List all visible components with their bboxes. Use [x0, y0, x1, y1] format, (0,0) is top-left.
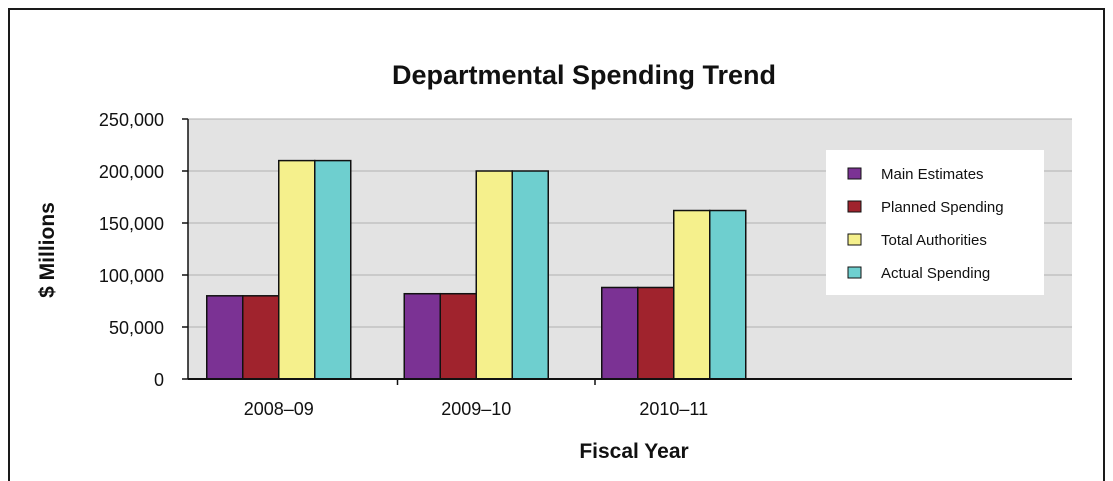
bar — [242, 295, 280, 380]
bar — [475, 170, 513, 380]
legend: Main Estimates Planned Spending Total Auth… — [826, 150, 1044, 295]
bar — [206, 295, 244, 380]
x-tick-label: 2009–10 — [441, 399, 511, 419]
legend-label: Planned Spending — [881, 199, 1004, 216]
y-axis-ticks: 0 50,000 100,000 150,000 200,000 250,000 — [99, 110, 188, 390]
chart-title: Departmental Spending Trend — [392, 60, 776, 90]
y-tick-label: 100,000 — [99, 266, 164, 286]
bar — [403, 292, 441, 380]
legend-swatch — [847, 200, 862, 213]
legend-box — [826, 150, 1044, 295]
bar — [511, 170, 549, 380]
bar — [637, 286, 675, 380]
legend-swatch — [847, 167, 862, 180]
y-tick-label: 0 — [154, 370, 164, 390]
y-tick-label: 50,000 — [109, 318, 164, 338]
y-axis-title: $ Millions — [36, 202, 59, 298]
bar — [601, 286, 639, 380]
y-tick-label: 150,000 — [99, 214, 164, 234]
bar — [278, 159, 316, 380]
x-axis-title: Fiscal Year — [579, 440, 688, 463]
y-tick-label: 200,000 — [99, 162, 164, 182]
legend-swatch — [847, 266, 862, 279]
legend-label: Total Authorities — [881, 232, 987, 249]
x-tick-label: 2010–11 — [639, 399, 708, 419]
bar — [314, 159, 352, 380]
bars — [206, 159, 747, 380]
bar — [439, 292, 477, 380]
legend-label: Actual Spending — [881, 265, 990, 282]
bar — [673, 209, 711, 380]
x-tick-label: 2008–09 — [244, 399, 314, 419]
x-axis-ticks: 2008–09 2009–10 2010–11 — [244, 379, 708, 419]
legend-swatch — [847, 233, 862, 246]
y-tick-label: 250,000 — [99, 110, 164, 130]
bar — [709, 209, 747, 380]
legend-label: Main Estimates — [881, 166, 984, 183]
